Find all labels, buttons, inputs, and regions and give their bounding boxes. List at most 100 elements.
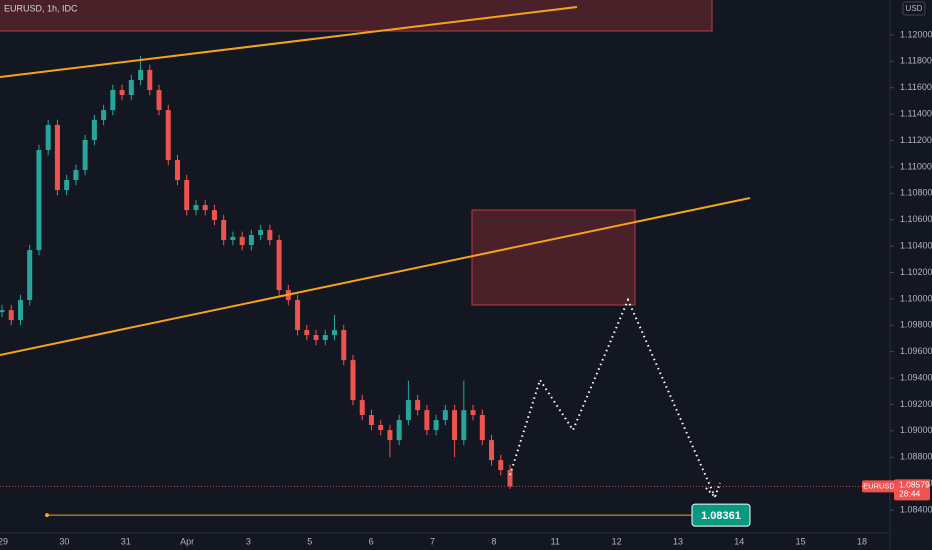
candle-body bbox=[313, 335, 319, 341]
candle-body bbox=[174, 160, 180, 180]
candle-body bbox=[119, 89, 125, 96]
price-tag bbox=[894, 479, 930, 501]
candle-body bbox=[110, 89, 116, 111]
candle-body bbox=[73, 169, 79, 180]
candle-body bbox=[165, 110, 171, 161]
candle-body bbox=[341, 330, 347, 361]
x-tick-label: 3 bbox=[246, 536, 251, 546]
candle-body bbox=[17, 300, 23, 321]
y-tick-label: 1.11000 bbox=[900, 161, 932, 171]
trend-line-lower bbox=[0, 197, 751, 356]
candle-body bbox=[230, 236, 236, 241]
y-tick-label: 1.12000 bbox=[900, 29, 932, 39]
y-tick-label: 1.09800 bbox=[900, 320, 932, 330]
y-tick-label: 1.11400 bbox=[900, 109, 932, 119]
symbol-title: EURUSD, 1h, IDC bbox=[4, 3, 78, 13]
y-tick-label: 1.10800 bbox=[900, 188, 932, 198]
x-tick-label: 5 bbox=[307, 536, 312, 546]
candle-body bbox=[378, 425, 384, 431]
candle-body bbox=[91, 119, 97, 141]
candle-body bbox=[248, 235, 254, 246]
candle-body bbox=[221, 219, 227, 241]
y-tick-label: 1.09200 bbox=[900, 399, 932, 409]
x-tick-label: 7 bbox=[430, 536, 435, 546]
candle-body bbox=[258, 230, 264, 236]
x-tick-label: Apr bbox=[180, 536, 194, 546]
y-tick-label: 1.11600 bbox=[900, 82, 932, 92]
candle-body bbox=[0, 310, 5, 313]
x-tick-label: 31 bbox=[121, 536, 131, 546]
candle-body bbox=[36, 150, 42, 251]
candle-body bbox=[424, 410, 430, 431]
y-tick-label: 1.10600 bbox=[900, 214, 932, 224]
candle-body bbox=[193, 205, 199, 211]
candle-body bbox=[387, 430, 393, 441]
currency: USD bbox=[906, 4, 923, 13]
candle-body bbox=[396, 420, 402, 441]
x-tick-label: 13 bbox=[673, 536, 683, 546]
candle-body bbox=[64, 179, 70, 191]
y-tick-label: 1.11200 bbox=[900, 135, 932, 145]
candle-body bbox=[359, 400, 365, 416]
y-tick-label: 1.08400 bbox=[900, 504, 932, 514]
x-tick-label: 30 bbox=[59, 536, 69, 546]
candle-body bbox=[147, 69, 153, 90]
y-tick-label: 1.11800 bbox=[900, 56, 932, 66]
candle-body bbox=[295, 300, 301, 331]
y-tick-label: 1.09400 bbox=[900, 372, 932, 382]
symbol-tag bbox=[862, 480, 896, 493]
y-tick-label: 1.08800 bbox=[900, 452, 932, 462]
candle-body bbox=[322, 335, 328, 341]
y-tick-label: 1.09000 bbox=[900, 425, 932, 435]
candle-body bbox=[304, 330, 310, 336]
candle-body bbox=[350, 360, 356, 401]
target-anchor bbox=[45, 513, 49, 518]
supply-zone bbox=[471, 209, 636, 306]
x-tick-label: 11 bbox=[551, 536, 560, 546]
candle-body bbox=[54, 124, 60, 191]
x-tick-label: 8 bbox=[491, 536, 496, 546]
candle-body bbox=[211, 210, 217, 220]
candle-body bbox=[405, 400, 411, 421]
candle-body bbox=[332, 330, 338, 336]
x-tick-label: 29 bbox=[0, 536, 8, 546]
x-tick-label: 12 bbox=[612, 536, 622, 546]
candle-body bbox=[82, 140, 88, 170]
candle-body bbox=[470, 410, 476, 416]
candle-body bbox=[452, 410, 458, 441]
candle-body bbox=[461, 410, 467, 441]
target-badge-label: 1.08361 bbox=[701, 510, 741, 522]
candle-body bbox=[442, 410, 448, 421]
candle-body bbox=[8, 310, 14, 321]
trend-line-upper bbox=[0, 6, 578, 78]
x-tick-label: 6 bbox=[369, 536, 374, 546]
symbol-tag-label: EURUSD bbox=[863, 481, 895, 490]
candle-body bbox=[507, 470, 513, 487]
candle-body bbox=[415, 400, 421, 411]
price-tag-value: 1.08579 bbox=[899, 480, 930, 490]
candles bbox=[0, 56, 513, 489]
candle-body bbox=[45, 124, 51, 151]
candle-body bbox=[368, 415, 374, 426]
candle-body bbox=[489, 440, 495, 461]
target-badge bbox=[691, 503, 751, 527]
y-tick-label: 1.10000 bbox=[900, 293, 932, 303]
candle-body bbox=[479, 415, 485, 441]
x-tick-label: 14 bbox=[734, 536, 744, 546]
supply-zone-top bbox=[0, 0, 713, 32]
candle-body bbox=[27, 250, 33, 301]
candle-body bbox=[267, 230, 273, 241]
candle-body bbox=[202, 205, 208, 211]
candle-body bbox=[156, 89, 162, 111]
x-tick-label: 15 bbox=[796, 536, 806, 546]
currency-badge bbox=[902, 1, 926, 16]
projection-path bbox=[509, 297, 716, 498]
candle-body bbox=[138, 69, 144, 80]
candle-body bbox=[498, 460, 504, 471]
x-tick-label: 18 bbox=[857, 536, 867, 546]
y-tick-label: 1.09600 bbox=[900, 346, 932, 356]
candle-body bbox=[128, 79, 134, 96]
y-tick-label: 1.10400 bbox=[900, 240, 932, 250]
price-tag-countdown: 28:44 bbox=[899, 489, 921, 499]
